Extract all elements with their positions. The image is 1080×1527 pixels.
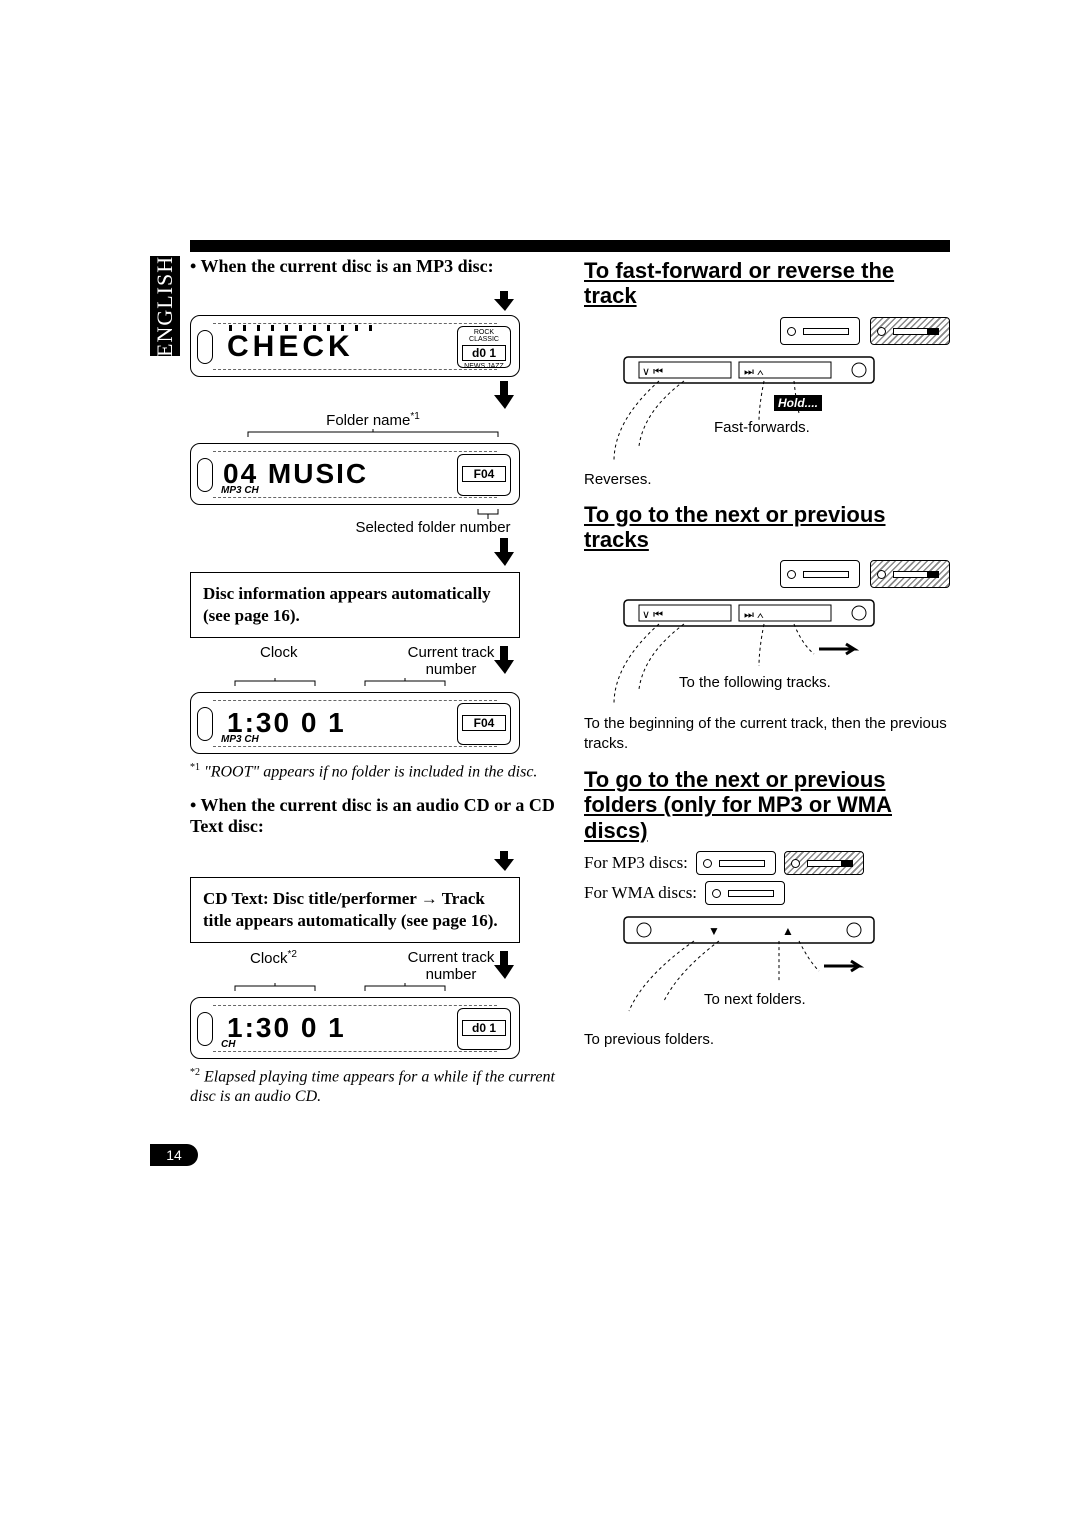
badge-mid: F04 <box>462 466 506 482</box>
down-arrow-icon <box>190 843 556 871</box>
clock-label: Clock <box>260 644 298 678</box>
svg-text:⏭ ∧: ⏭ ∧ <box>744 609 764 621</box>
faceplate-outline-icon <box>696 851 776 875</box>
language-tab: ENGLISH <box>150 256 180 356</box>
right-column: To fast-forward or reverse the track ∨ ⏮… <box>584 256 950 1119</box>
beginning-label: To the beginning of the current track, t… <box>584 714 950 753</box>
faceplate-hatched-icon <box>870 560 950 588</box>
down-arrow-icon <box>190 538 556 566</box>
svg-text:∨ ⏮: ∨ ⏮ <box>642 609 663 621</box>
prev-folders-label: To previous folders. <box>584 1031 950 1048</box>
display-2: 04 MUSIC F04 MP3 CH <box>190 443 520 505</box>
left-column: When the current disc is an MP3 disc: CH… <box>190 256 556 1119</box>
faceplate-hatched-icon <box>870 317 950 345</box>
track-num-label: Current track number <box>396 644 506 678</box>
display-4: 1:30 0 1 d0 1 CH <box>190 997 520 1059</box>
following-label: To the following tracks. <box>679 674 831 691</box>
faceplate-outline-icon <box>705 881 785 905</box>
note-1: *1 "ROOT" appears if no folder is includ… <box>190 762 556 782</box>
diagram-folders: ▼ ▲ To next folders. <box>584 911 944 1031</box>
svg-text:⏭ ∧: ⏭ ∧ <box>744 366 764 378</box>
note1-sup: *1 <box>190 762 200 773</box>
track2-label: Current track number <box>396 949 506 983</box>
mp3-ch-label: MP3 CH <box>221 485 259 496</box>
info-box-2: CD Text: Disc title/performer → Track ti… <box>190 877 520 943</box>
down-arrow-icon <box>190 381 556 409</box>
diagram-fastforward: ∨ ⏮ ⏭ ∧ Hold.... Fast-forwards. <box>584 351 944 471</box>
faceplate-outline-icon <box>780 317 860 345</box>
svg-text:∨ ⏮: ∨ ⏮ <box>642 366 663 378</box>
wma-label: For WMA discs: <box>584 883 697 903</box>
faceplate-hatched-icon <box>784 851 864 875</box>
badge-top: ROCK CLASSIC <box>458 329 510 343</box>
diagram-nexttrack: ∨ ⏮ ⏭ ∧ To the following tracks. <box>584 594 944 714</box>
sup1: *1 <box>410 411 419 422</box>
mp3-label: For MP3 discs: <box>584 853 688 873</box>
ch-label: CH <box>221 1039 235 1050</box>
heading-nexttrack: To go to the next or previous tracks <box>584 502 950 553</box>
folder-name-label: Folder name <box>326 412 410 429</box>
mp3-heading: When the current disc is an MP3 disc: <box>190 256 556 277</box>
note2-text: Elapsed playing time appears for a while… <box>190 1068 555 1105</box>
svg-text:▲: ▲ <box>782 924 794 938</box>
down-arrow-icon <box>190 283 556 311</box>
svg-text:▼: ▼ <box>708 924 720 938</box>
sup2: *2 <box>288 949 297 960</box>
badge-mid: d0 1 <box>462 345 506 361</box>
top-rule <box>190 240 950 252</box>
reverses-label: Reverses. <box>584 471 950 488</box>
display4-text: 1:30 0 1 <box>227 1012 346 1044</box>
display-3: 1:30 0 1 F04 MP3 CH <box>190 692 520 754</box>
display1-text: CHECK <box>227 330 354 364</box>
heading-nextfolder: To go to the next or previous folders (o… <box>584 767 950 843</box>
page-number: 14 <box>150 1144 198 1166</box>
badge-bot: NEWS JAZZ <box>458 363 510 370</box>
note-2: *2 Elapsed playing time appears for a wh… <box>190 1067 556 1107</box>
faceplate-outline-icon <box>780 560 860 588</box>
down-arrow-icon <box>494 646 556 674</box>
cd-heading: When the current disc is an audio CD or … <box>190 795 556 837</box>
display-1: CHECK ROCK CLASSIC d0 1 NEWS JAZZ <box>190 315 520 377</box>
fastforwards-label: Fast-forwards. <box>714 419 810 436</box>
info-box-1: Disc information appears automatically (… <box>190 572 520 638</box>
badge-mid: F04 <box>462 715 506 731</box>
note1-text: "ROOT" appears if no folder is included … <box>204 764 537 781</box>
badge-mid: d0 1 <box>462 1020 506 1036</box>
note2-sup: *2 <box>190 1067 200 1078</box>
next-folders-label: To next folders. <box>704 991 806 1008</box>
heading-fastforward: To fast-forward or reverse the track <box>584 258 950 309</box>
down-arrow-icon <box>494 951 556 979</box>
clock2-label: Clock <box>250 950 288 967</box>
selected-folder-label: Selected folder number <box>190 519 556 536</box>
hold-badge: Hold.... <box>774 395 822 411</box>
mp3-ch-label: MP3 CH <box>221 734 259 745</box>
